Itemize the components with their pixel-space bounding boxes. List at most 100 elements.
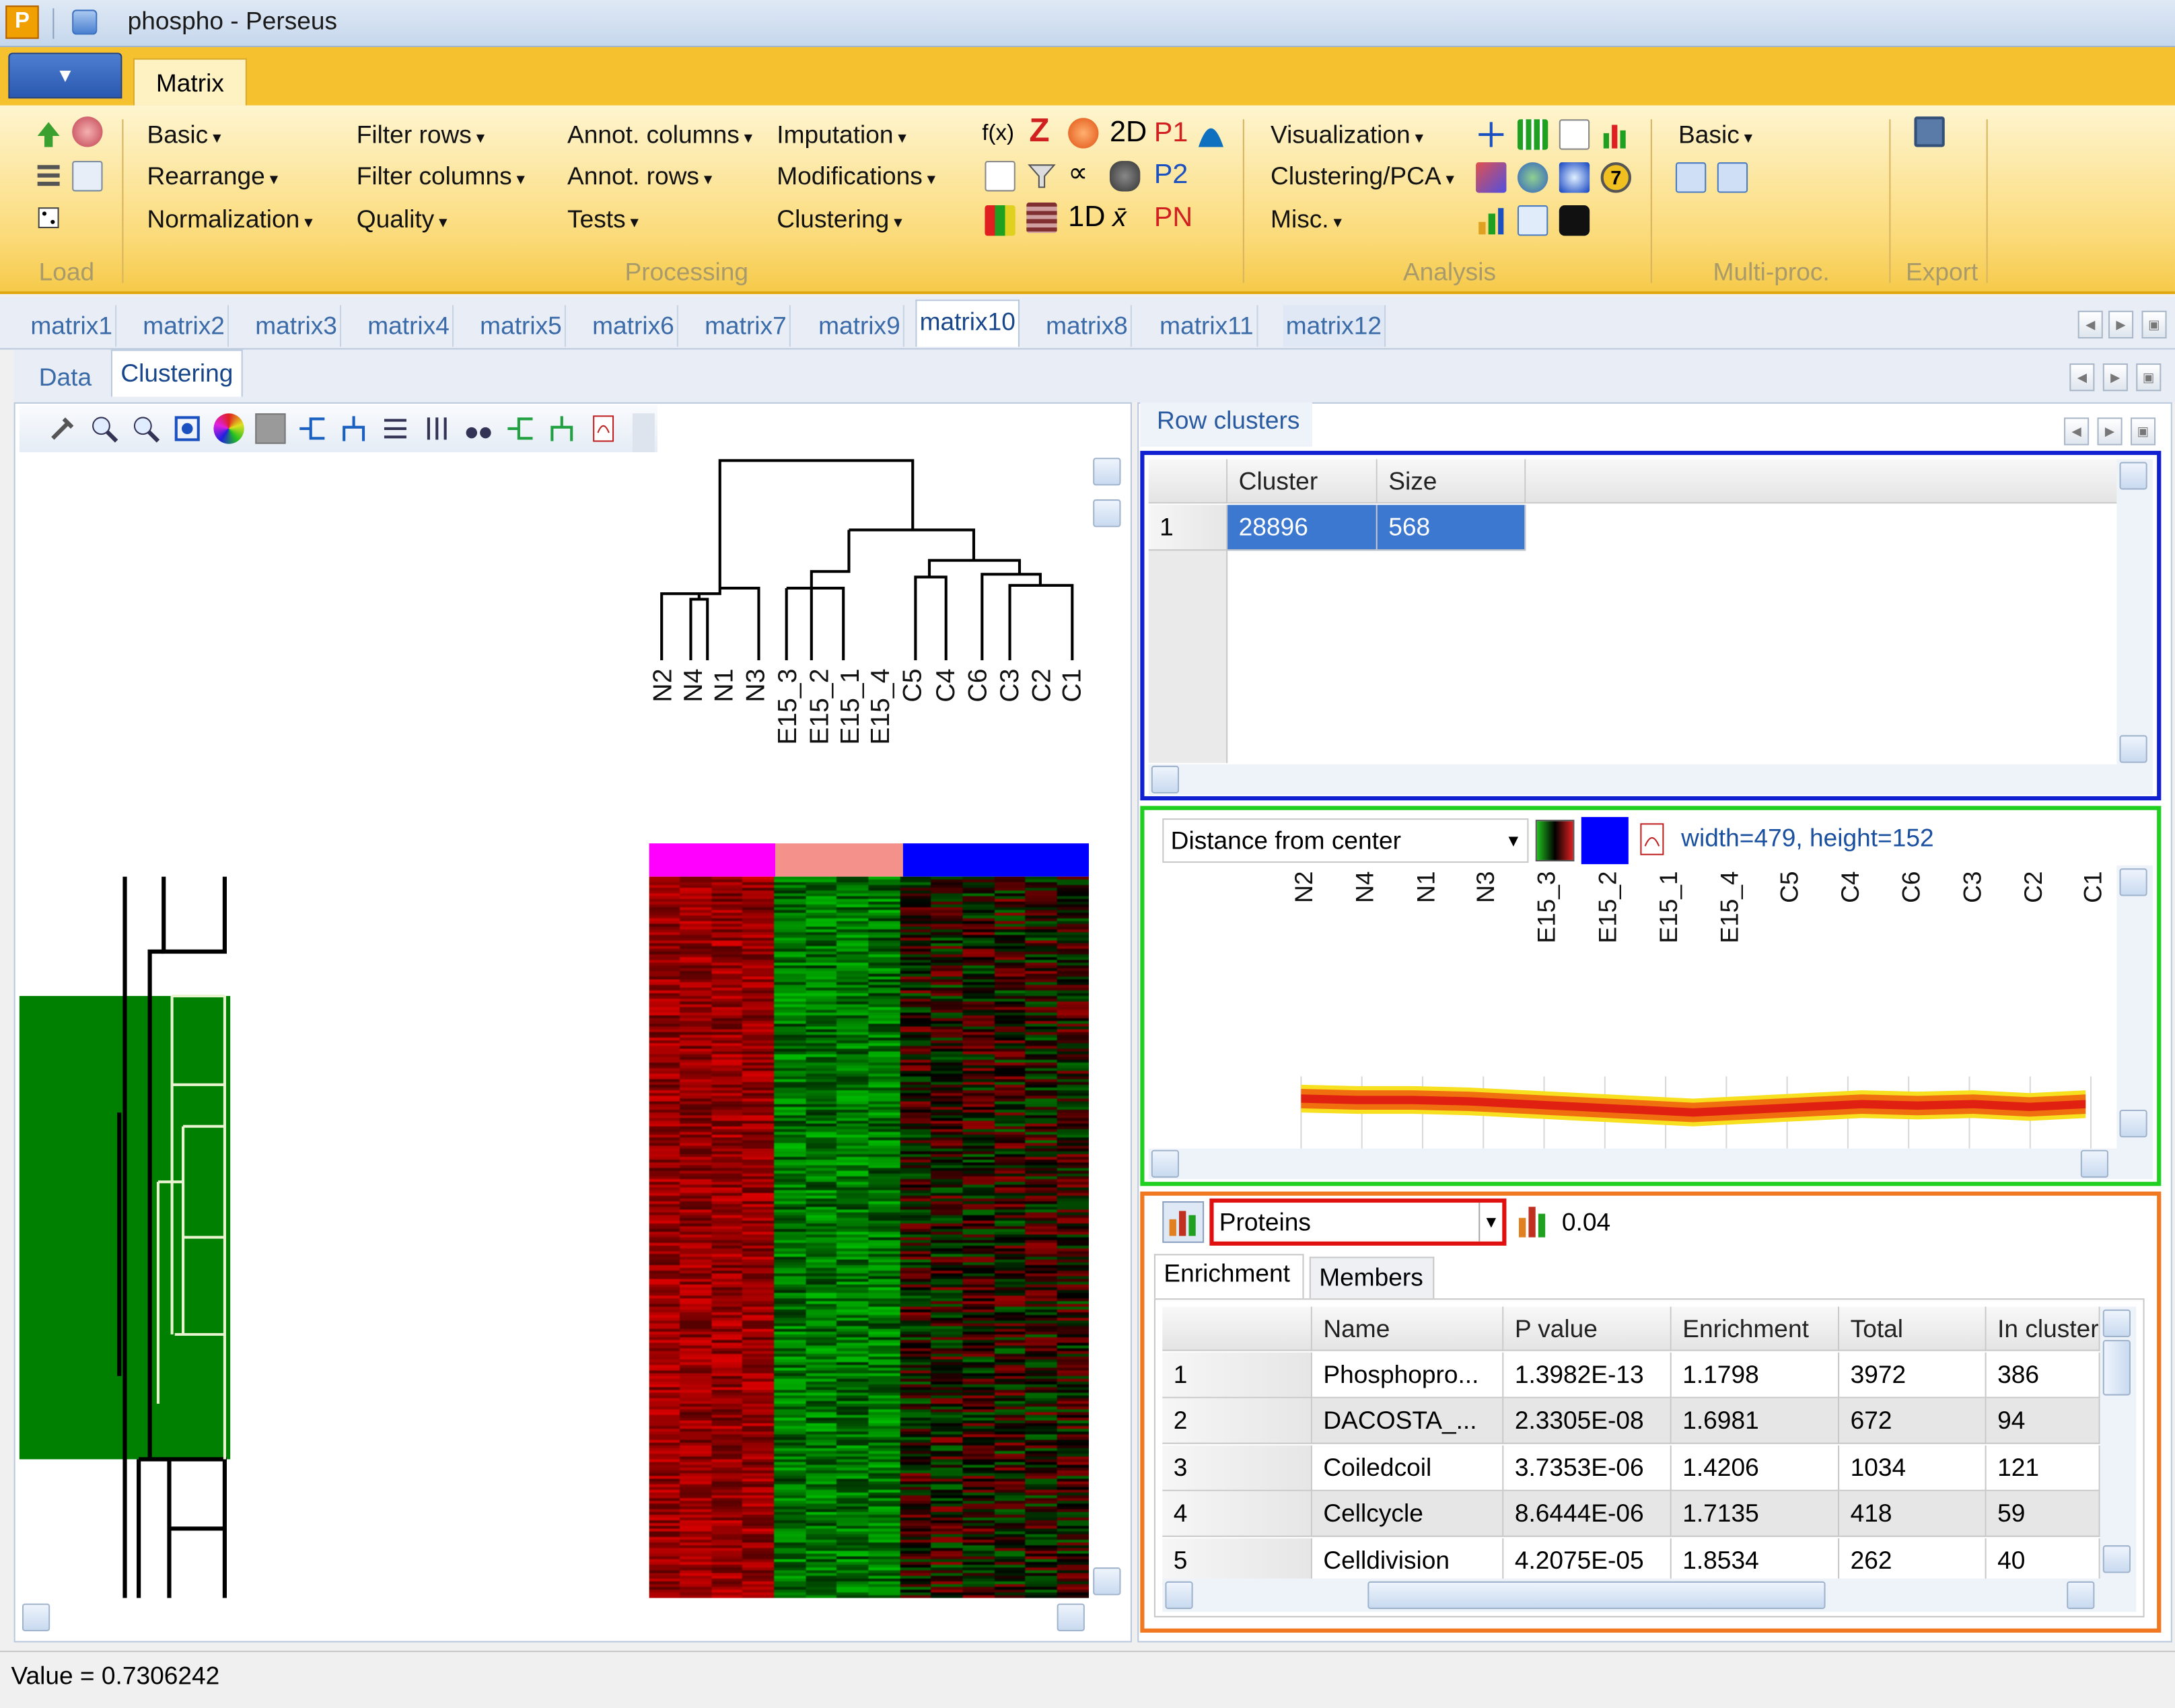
column-header-in-cluster[interactable]: In cluster (1986, 1306, 2100, 1351)
heatmap-small-icon[interactable] (1026, 202, 1057, 234)
annot-columns-dropdown[interactable]: Annot. columns (567, 120, 752, 149)
imputation-dropdown[interactable]: Imputation (777, 120, 906, 149)
filter-icon[interactable] (1026, 161, 1057, 191)
row-number[interactable]: 5 (1162, 1538, 1312, 1584)
table-cell-p[interactable]: 4.2075E-05 (1503, 1538, 1672, 1584)
brain-icon[interactable] (72, 116, 103, 147)
row-number[interactable]: 4 (1162, 1491, 1312, 1538)
hand-icon[interactable] (1559, 205, 1590, 236)
tab-data[interactable]: Data (38, 363, 92, 392)
column-header-name[interactable]: Name (1312, 1306, 1504, 1351)
scroll-left-icon[interactable] (22, 1603, 50, 1631)
table-cell-inc[interactable]: 40 (1986, 1538, 2100, 1584)
table-cell-p[interactable]: 8.6444E-06 (1503, 1491, 1672, 1538)
filter-rows-dropdown[interactable]: Filter rows (357, 120, 485, 149)
subtab-scroll-left-icon[interactable]: ◀ (2069, 363, 2095, 392)
table-cell-inc[interactable]: 386 (1986, 1352, 2100, 1398)
clustering-pca-dropdown[interactable]: Clustering/PCA (1271, 162, 1454, 191)
vertical-scrollbar[interactable] (2116, 865, 2153, 1149)
application-menu-button[interactable]: ▼ (8, 52, 122, 99)
table-cell-name[interactable]: Phosphopro... (1312, 1352, 1504, 1398)
column-header-size[interactable]: Size (1377, 459, 1526, 504)
table-cell-total[interactable]: 262 (1839, 1538, 1987, 1584)
venn-icon[interactable] (1517, 162, 1548, 193)
table-cell-p[interactable]: 3.7353E-06 (1503, 1445, 1672, 1491)
tab-matrix10[interactable]: matrix10 (915, 299, 1020, 347)
list-icon[interactable] (33, 161, 63, 191)
dendrogram-top-icon[interactable] (338, 413, 369, 443)
table-cell-total[interactable]: 3972 (1839, 1352, 1987, 1398)
bar-chart-icon[interactable] (1162, 1201, 1205, 1243)
toolbar-overflow[interactable] (632, 413, 655, 452)
scroll-right-icon[interactable] (2080, 1149, 2109, 1178)
scroll-left-icon[interactable] (1151, 1149, 1180, 1178)
table-cell-total[interactable]: 672 (1839, 1398, 1987, 1445)
row-number[interactable]: 1 (1148, 505, 1228, 551)
quick-access-icon[interactable] (72, 9, 98, 35)
seven-icon[interactable]: 7 (1600, 162, 1631, 193)
scroll-left-icon[interactable] (1165, 1581, 1193, 1609)
tab-matrix[interactable]: Matrix (133, 58, 247, 106)
scroll-up-icon[interactable] (1093, 458, 1121, 486)
tab-clustering[interactable]: Clustering (110, 349, 243, 397)
binoculars-icon[interactable] (463, 413, 493, 443)
tab-matrix4[interactable]: matrix4 (365, 305, 454, 347)
table-cell-total[interactable]: 1034 (1839, 1445, 1987, 1491)
tree-rows-icon[interactable] (505, 413, 535, 443)
tools-icon[interactable] (47, 413, 77, 443)
table-cell-enr[interactable]: 1.8534 (1671, 1538, 1840, 1584)
function-icon[interactable]: f(x) (982, 122, 1014, 146)
multi-table-2-icon[interactable] (1717, 162, 1748, 193)
save-icon[interactable] (1914, 116, 1945, 147)
table-cell-name[interactable]: Cellcycle (1312, 1491, 1504, 1538)
enrichment-chart-icon[interactable] (1515, 1201, 1551, 1243)
rc-menu-icon[interactable]: ▣ (2131, 417, 2156, 446)
tab-members[interactable]: Members (1309, 1256, 1435, 1299)
cell-size[interactable]: 568 (1377, 505, 1526, 551)
modifications-dropdown[interactable]: Modifications (777, 162, 935, 191)
tree-cols-icon[interactable] (546, 413, 577, 443)
surface-icon[interactable] (1559, 162, 1590, 193)
pdf-export-icon[interactable] (588, 413, 618, 443)
table-cell-name[interactable]: DACOSTA_... (1312, 1398, 1504, 1445)
column-header-cluster[interactable]: Cluster (1227, 459, 1378, 504)
tab-matrix9[interactable]: matrix9 (816, 305, 904, 347)
tab-scroll-right-icon[interactable]: ▶ (2108, 310, 2134, 339)
quality-dropdown[interactable]: Quality (357, 205, 448, 234)
subtab-menu-icon[interactable]: ▣ (2136, 363, 2162, 392)
mean-icon[interactable]: x̄ (1112, 202, 1127, 234)
heatmap[interactable] (649, 876, 1090, 1598)
scroll-up-icon[interactable] (2119, 462, 2147, 490)
tree-icon[interactable] (1517, 205, 1548, 236)
table-cell-inc[interactable]: 94 (1986, 1398, 2100, 1445)
column-header-enrichment[interactable]: Enrichment (1671, 1306, 1840, 1351)
basic-dropdown[interactable]: Basic (147, 120, 221, 149)
table-cell-inc[interactable]: 121 (1986, 1445, 2100, 1491)
crosshair-plot-icon[interactable] (1476, 119, 1506, 149)
column-list-icon[interactable] (422, 413, 452, 443)
scroll-left-icon[interactable] (1151, 765, 1180, 794)
annot-rows-dropdown[interactable]: Annot. rows (567, 162, 712, 191)
profile-icon[interactable] (1476, 162, 1507, 193)
fox-icon[interactable] (1068, 118, 1099, 149)
table-cell-name[interactable]: Celldivision (1312, 1538, 1504, 1584)
p2-icon[interactable]: P2 (1153, 159, 1188, 190)
peak-icon[interactable] (1196, 118, 1226, 148)
table-load-icon[interactable] (72, 161, 103, 192)
table-cell-enr[interactable]: 1.7135 (1671, 1491, 1840, 1538)
color-wheel-icon[interactable] (213, 413, 244, 444)
color-bar-icon[interactable] (985, 205, 1015, 236)
table-cell-p[interactable]: 1.3982E-13 (1503, 1352, 1672, 1398)
scroll-right-icon[interactable] (2067, 1581, 2095, 1609)
table-cell-inc[interactable]: 59 (1986, 1491, 2100, 1538)
category-select[interactable]: Proteins ▼ (1209, 1198, 1507, 1246)
table-cell-total[interactable]: 418 (1839, 1491, 1987, 1538)
column-header-total[interactable]: Total (1839, 1306, 1987, 1351)
tab-matrix12[interactable]: matrix12 (1283, 305, 1386, 347)
scroll-down-icon[interactable] (1093, 1567, 1121, 1596)
subtab-scroll-right-icon[interactable]: ▶ (2102, 363, 2128, 392)
table-cell-enr[interactable]: 1.1798 (1671, 1352, 1840, 1398)
table-cell-enr[interactable]: 1.6981 (1671, 1398, 1840, 1445)
fit-icon[interactable] (172, 413, 203, 443)
grid-icon[interactable] (1517, 119, 1548, 150)
